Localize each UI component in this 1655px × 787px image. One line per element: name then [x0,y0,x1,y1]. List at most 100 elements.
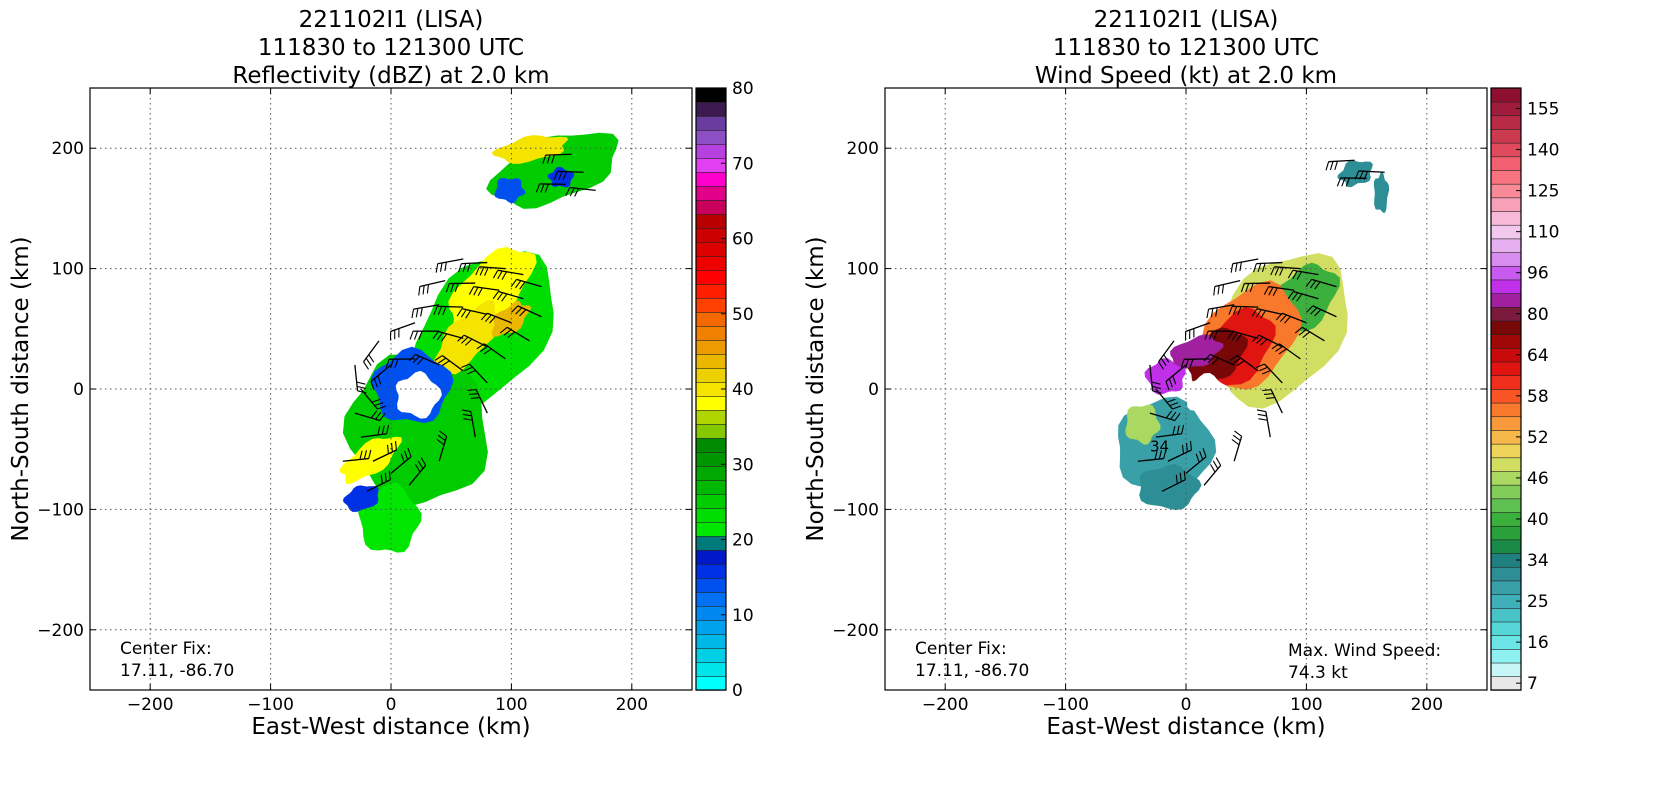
wind-barb [476,343,506,360]
y-axis-label: North-South distance (km) [8,236,34,541]
wind-barb [1305,278,1337,290]
barb-feather [1260,310,1267,319]
colorbar-segment [1490,539,1522,554]
barb-feather [551,154,555,164]
wind-barb [1161,470,1186,492]
wind-barb [360,424,390,438]
wind-barb [390,448,412,474]
barb-feather [1195,453,1200,463]
wind-speed-title: 221102I1 (LISA) 111830 to 121300 UTC Win… [885,6,1487,90]
barb-feather [1169,402,1179,407]
barb-feather [390,359,395,368]
barb-feather [413,330,419,340]
wind-barb [1270,266,1301,276]
barb-feather [1236,360,1245,367]
wind-barb [1228,305,1259,316]
barb-feather [1298,329,1307,336]
wind-barb [1155,388,1182,410]
wind-barb [1231,430,1243,462]
barb-feather [574,188,580,197]
barb-feather [1163,449,1167,459]
wind-barb [1325,159,1355,171]
barb-feather [411,309,415,319]
wind-barb [1287,269,1319,280]
colorbar-segment [695,297,727,313]
colorbar-segment [1490,416,1522,431]
colorbar-segment [695,157,727,173]
title-line-1: 221102I1 (LISA) [298,7,484,33]
wind-barb [1149,364,1162,394]
colorbar-segment [695,227,727,243]
barb-feather [1245,283,1250,293]
barb-feather [1166,398,1176,403]
barb-feather [1165,410,1173,419]
barb-feather [1231,438,1240,446]
wind-barb [435,258,464,273]
barb-feather [363,361,369,370]
barb-feather [1363,171,1369,180]
barb-feather [1215,457,1222,466]
barb-feather [441,360,450,367]
colorbar-tick-label: 50 [732,305,754,325]
wind-barb [1204,330,1235,340]
colorbar-segment [695,423,727,439]
colorbar-tick-label: 40 [1527,510,1549,530]
echo-core [339,436,402,484]
colorbar-tick-label: 46 [1527,469,1549,489]
barb-feather [368,449,372,459]
barb-feather [1234,262,1238,272]
wind-barb [408,457,427,486]
barb-feather [359,450,363,460]
colorbar-segment [695,437,727,453]
barb-feather [1287,291,1294,300]
barb-feather [1287,270,1294,279]
colorbar-segment [695,325,727,341]
barb-feather [1154,450,1158,460]
title-line-1: 221102I1 (LISA) [1093,7,1279,33]
barb-feather [1336,177,1342,187]
barb-feather [436,438,445,446]
barb-feather [1305,279,1312,287]
barb-feather [468,393,479,396]
x-tick-label: −100 [247,695,294,715]
wind-barb [1275,312,1307,324]
barb-feather [1271,343,1280,350]
colorbar-segment [1490,156,1522,171]
barb-feather [418,286,421,296]
barb-feather [432,331,439,340]
barb-feather [368,354,375,363]
barb-feather [1292,270,1298,280]
barb-feather [1237,306,1242,316]
wind-barb [467,389,488,414]
barb-feather [450,283,455,293]
colorbar-segment [695,521,727,537]
barb-feather [375,411,382,420]
wind-barb [354,364,367,394]
barb-feather [356,381,366,385]
wind-barb [1149,410,1181,422]
barb-feather [426,284,430,294]
echo-core [491,135,569,164]
barb-feather [420,307,423,317]
x-axis-label: East-West distance (km) [1046,714,1325,740]
barb-feather [436,332,443,341]
colorbar-segment [1490,210,1522,226]
y-tick-label: 200 [52,139,84,159]
colorbar-tick-label: 60 [732,230,754,250]
barb-feather [562,171,568,181]
barb-feather [1257,263,1262,273]
barb-feather [434,355,443,361]
barb-feather [377,405,387,410]
x-tick-label: 100 [1290,695,1322,715]
barb-feather [1256,336,1264,344]
colorbar-segment [695,605,727,621]
wind-barb [434,355,464,372]
barb-feather [409,330,414,340]
wind-region [1125,404,1161,445]
colorbar-tick-label: 140 [1527,141,1559,161]
barb-feather [464,366,473,372]
barb-feather [445,283,450,293]
colorbar-tick-label: 70 [732,154,754,174]
barb-feather [1275,312,1283,321]
wind-barb [445,282,476,293]
